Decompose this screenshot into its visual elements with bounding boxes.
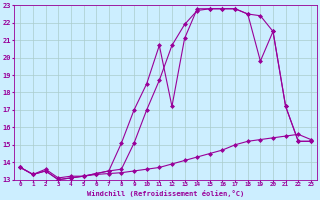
X-axis label: Windchill (Refroidissement éolien,°C): Windchill (Refroidissement éolien,°C)	[87, 190, 244, 197]
